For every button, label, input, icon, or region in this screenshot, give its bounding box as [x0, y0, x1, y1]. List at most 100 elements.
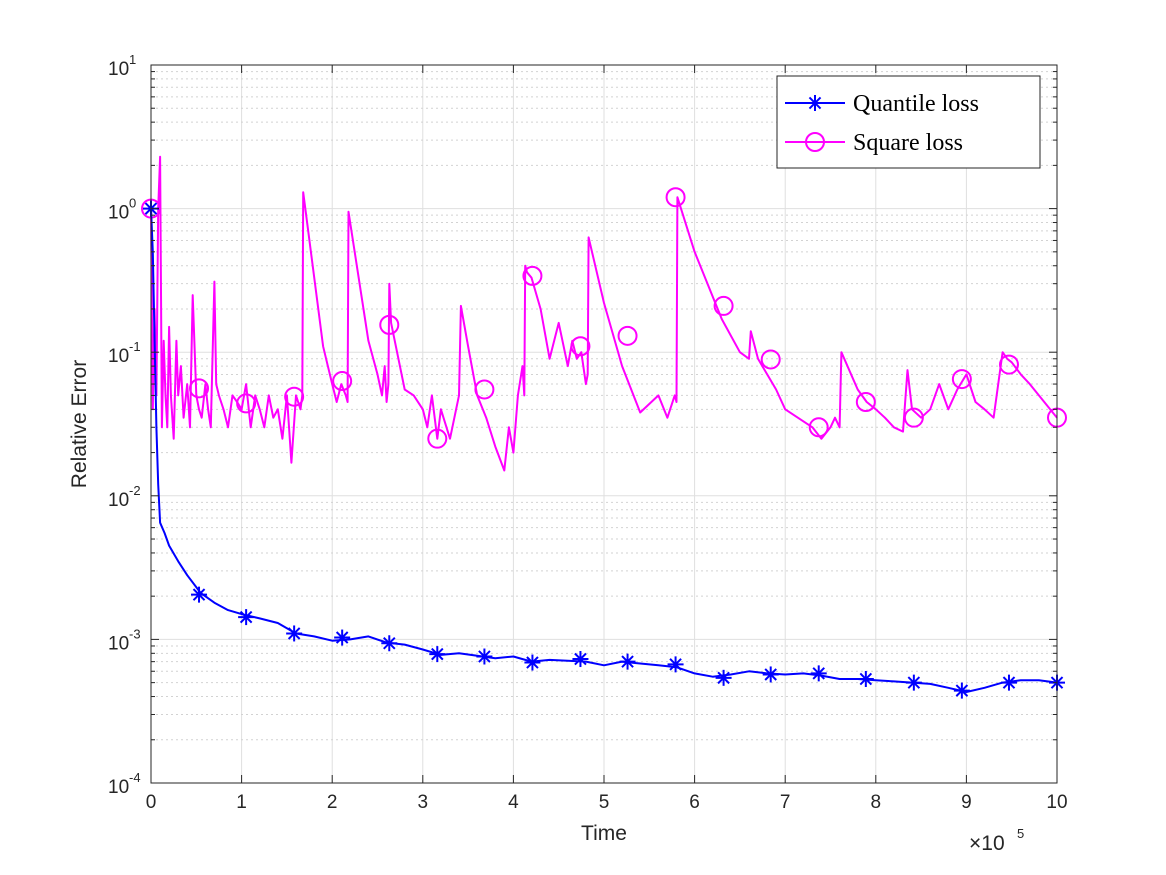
- asterisk-stroke: [478, 650, 491, 663]
- data-point-quantile-loss: [191, 586, 208, 603]
- y-tick-label-base: 10: [108, 346, 129, 367]
- data-point-square-loss: [951, 369, 972, 390]
- data-point-quantile-loss: [619, 653, 636, 670]
- data-point-square-loss: [284, 386, 305, 407]
- asterisk-stroke: [287, 627, 301, 640]
- y-tick-label-exponent: -1: [129, 339, 141, 354]
- x-axis-multiplier: ×10 5: [969, 826, 1024, 855]
- x-tick-label: 4: [508, 792, 519, 813]
- x-tick-label: 8: [871, 792, 882, 813]
- data-point-quantile-loss: [381, 635, 398, 652]
- asterisk-stroke: [383, 637, 396, 650]
- asterisk-stroke: [1002, 676, 1016, 689]
- asterisk-stroke: [859, 672, 873, 686]
- y-tick-label: 10 1: [108, 52, 136, 80]
- y-tick-label: 10 -2: [108, 483, 141, 511]
- y-tick-label-base: 10: [108, 633, 129, 654]
- legend: Quantile loss Square loss: [776, 75, 1041, 169]
- data-point-quantile-loss: [667, 656, 684, 673]
- asterisk-stroke: [812, 667, 825, 680]
- legend-label-quantile-loss: Quantile loss: [853, 91, 979, 117]
- asterisk-stroke: [808, 96, 822, 110]
- data-point-square-loss: [665, 187, 686, 208]
- y-tick-label-exponent: -2: [129, 483, 141, 498]
- axis-ticks: [150, 64, 1058, 784]
- legend-box: [776, 75, 1041, 169]
- y-tick-label-base: 10: [108, 59, 129, 80]
- legend-marker-quantile-loss: [807, 95, 823, 111]
- series-line-square-loss: [150, 155, 1058, 472]
- data-point-square-loss: [855, 391, 876, 412]
- x-multiplier-base: ×10: [969, 832, 1005, 855]
- legend-asterisk-icon: [807, 95, 823, 111]
- data-point-square-loss: [332, 371, 353, 392]
- asterisk-stroke: [621, 655, 634, 668]
- data-point-quantile-loss: [238, 609, 255, 626]
- series-markers-quantile-loss: [143, 200, 1065, 699]
- legend-label-square-loss: Square loss: [853, 130, 963, 156]
- data-point-square-loss: [570, 336, 591, 357]
- asterisk-stroke: [192, 588, 206, 601]
- x-tick-label: 6: [689, 792, 700, 813]
- x-tick-label: 10: [1046, 792, 1067, 813]
- data-point-quantile-loss: [572, 651, 589, 668]
- data-point-square-loss: [808, 417, 829, 438]
- y-tick-label-base: 10: [108, 490, 129, 511]
- data-point-square-loss: [617, 325, 638, 346]
- data-point-square-loss: [427, 428, 448, 449]
- data-point-quantile-loss: [762, 666, 779, 683]
- x-tick-label: 2: [327, 792, 338, 813]
- data-point-quantile-loss: [953, 682, 970, 699]
- asterisk-stroke: [955, 684, 969, 697]
- x-tick-label: 7: [780, 792, 791, 813]
- y-tick-label-base: 10: [108, 203, 129, 224]
- asterisk-stroke: [717, 671, 730, 685]
- data-point-square-loss: [903, 407, 924, 428]
- y-tick-label-exponent: 0: [129, 196, 136, 211]
- y-tick-label-exponent: -3: [129, 626, 141, 641]
- y-tick-label: 10 -3: [108, 626, 141, 654]
- x-multiplier-exponent: 5: [1017, 826, 1024, 841]
- x-tick-labels: 0 1 2 3 4 5 6 7 8 9 10: [146, 792, 1068, 813]
- y-axis-title: Relative Error: [68, 360, 91, 488]
- legend-marker-square-loss: [805, 132, 825, 152]
- x-tick-label: 5: [599, 792, 610, 813]
- asterisk-stroke: [239, 610, 253, 624]
- data-point-square-loss: [998, 354, 1019, 375]
- data-point-quantile-loss: [476, 648, 493, 665]
- data-point-quantile-loss: [1000, 674, 1017, 691]
- asterisk-stroke: [669, 658, 682, 671]
- y-tick-label: 10 -1: [108, 339, 141, 367]
- y-tick-label: 10 0: [108, 196, 136, 224]
- y-tick-label: 10 -4: [108, 770, 141, 798]
- data-point-square-loss: [760, 349, 781, 370]
- data-point-quantile-loss: [334, 629, 351, 646]
- data-point-square-loss: [236, 393, 257, 414]
- asterisk-stroke: [526, 656, 539, 669]
- y-tick-label-base: 10: [108, 777, 129, 798]
- data-point-square-loss: [189, 378, 210, 399]
- legend-item-quantile-loss: Quantile loss: [785, 91, 979, 117]
- x-tick-label: 3: [418, 792, 429, 813]
- y-tick-label-exponent: -4: [129, 770, 141, 785]
- data-point-quantile-loss: [810, 665, 827, 682]
- legend-circle-icon: [805, 132, 825, 152]
- x-tick-label: 0: [146, 792, 157, 813]
- asterisk-stroke: [335, 631, 349, 644]
- data-point-square-loss: [713, 295, 734, 316]
- data-point-square-loss: [379, 314, 400, 335]
- data-point-quantile-loss: [857, 670, 874, 687]
- x-axis-title: Time: [581, 822, 627, 845]
- asterisk-stroke: [764, 668, 777, 681]
- x-tick-label: 1: [236, 792, 247, 813]
- data-point-square-loss: [522, 265, 543, 286]
- data-point-quantile-loss: [286, 625, 303, 642]
- data-point-square-loss: [474, 379, 495, 400]
- data-point-quantile-loss: [715, 669, 732, 686]
- y-tick-label-exponent: 1: [129, 52, 136, 67]
- asterisk-stroke: [431, 647, 444, 661]
- data-point-quantile-loss: [905, 674, 922, 691]
